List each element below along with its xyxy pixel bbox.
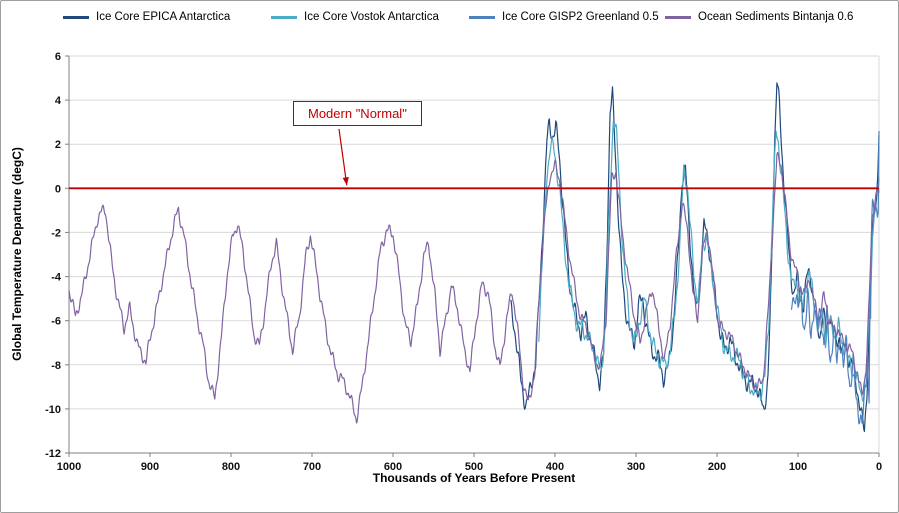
legend-label-bintanja: Ocean Sediments Bintanja 0.6 [698,11,854,23]
svg-text:4: 4 [55,95,62,107]
svg-text:300: 300 [627,461,645,473]
legend-item-epica: Ice Core EPICA Antarctica [63,11,230,23]
chart-legend: Ice Core EPICA Antarctica Ice Core Vosto… [1,11,898,29]
modern-normal-callout: Modern "Normal" [293,101,422,126]
svg-text:800: 800 [222,461,240,473]
svg-text:600: 600 [384,461,402,473]
gisp2-line-swatch [469,15,495,19]
y-axis-title: Global Temperature Departure (degC) [10,147,24,361]
svg-text:100: 100 [789,461,807,473]
svg-text:-2: -2 [51,227,61,239]
svg-text:0: 0 [876,461,882,473]
x-axis-title: Thousands of Years Before Present [372,471,576,485]
legend-item-vostok: Ice Core Vostok Antarctica [271,11,439,23]
legend-item-bintanja: Ocean Sediments Bintanja 0.6 [665,11,853,23]
epica-line-swatch [63,15,89,19]
svg-text:-8: -8 [51,360,61,372]
legend-label-gisp2: Ice Core GISP2 Greenland 0.5 [502,11,659,23]
legend-label-epica: Ice Core EPICA Antarctica [96,11,231,23]
svg-text:-4: -4 [51,272,62,284]
svg-text:-12: -12 [45,448,61,460]
svg-text:200: 200 [708,461,726,473]
bintanja-line-swatch [665,15,691,19]
svg-text:0: 0 [55,183,61,195]
svg-text:-10: -10 [45,404,61,416]
svg-text:700: 700 [303,461,321,473]
svg-text:6: 6 [55,51,61,63]
svg-text:2: 2 [55,139,61,151]
svg-text:1000: 1000 [57,461,81,473]
legend-item-gisp2: Ice Core GISP2 Greenland 0.5 [469,11,659,23]
legend-label-vostok: Ice Core Vostok Antarctica [304,11,439,23]
svg-text:-6: -6 [51,316,61,328]
svg-text:500: 500 [465,461,483,473]
svg-text:900: 900 [141,461,159,473]
svg-text:400: 400 [546,461,564,473]
vostok-line-swatch [271,15,297,19]
